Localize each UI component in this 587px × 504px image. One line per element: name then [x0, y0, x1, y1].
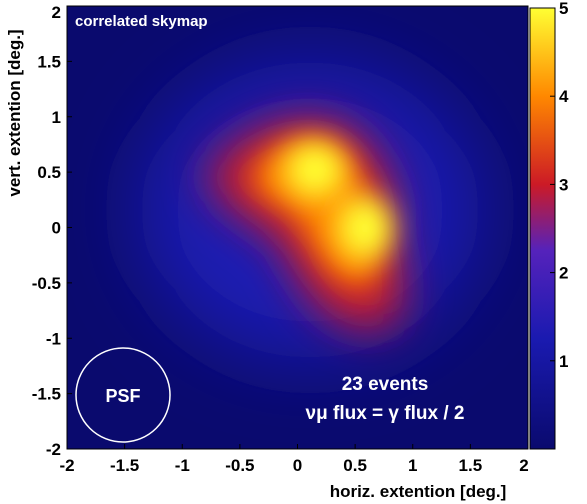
hotspot-a: [285, 142, 345, 198]
psf-label: PSF: [105, 386, 140, 406]
colorbar-tick-label: 2: [559, 264, 568, 283]
y-tick-label: 2: [52, 3, 61, 22]
flux-annotation: νμ flux = γ flux / 2: [306, 403, 465, 424]
heatmap-area: correlated skymap PSF 23 events νμ flux …: [67, 6, 528, 449]
x-tick-label: 0.5: [343, 456, 367, 475]
x-tick-label: 0: [293, 456, 302, 475]
x-tick-label: -1.5: [110, 456, 139, 475]
events-annotation: 23 events: [342, 374, 429, 395]
y-axis-label: vert. extention [deg.]: [5, 29, 24, 196]
x-tick-label: 1: [408, 456, 417, 475]
x-axis: -2 -1.5 -1 -0.5 0 0.5 1 1.5 2: [59, 444, 529, 475]
x-tick-label: 1.5: [459, 456, 483, 475]
hotspot-b: [337, 196, 393, 260]
colorbar-tick-label: 4: [559, 87, 569, 106]
y-tick-label: -0.5: [32, 274, 61, 293]
x-tick-label: -2: [59, 456, 74, 475]
colorbar: [529, 7, 556, 450]
y-axis: 2 1.5 1 0.5 0 -0.5 -1 -1.5 -2: [32, 3, 72, 459]
x-tick-label: -0.5: [225, 456, 254, 475]
x-tick-label: 2: [519, 456, 528, 475]
y-tick-label: -1.5: [32, 385, 61, 404]
colorbar-tick-label: 3: [559, 175, 568, 194]
y-tick-label: 1.5: [37, 52, 61, 71]
y-tick-label: 1: [52, 108, 61, 127]
chart-title: correlated skymap: [75, 13, 208, 30]
y-tick-label: -2: [46, 440, 61, 459]
x-axis-label: horiz. extention [deg.]: [330, 482, 507, 501]
y-tick-label: -1: [46, 329, 61, 348]
colorbar-tick-label: 1: [559, 352, 568, 371]
psf-circle: [75, 347, 171, 443]
y-tick-label: 0.5: [37, 163, 61, 182]
x-tick-label: -1: [175, 456, 190, 475]
colorbar-ticks: 5 4 3 2 1: [550, 0, 569, 371]
colorbar-tick-label: 5: [559, 0, 568, 18]
y-tick-label: 0: [52, 219, 61, 238]
